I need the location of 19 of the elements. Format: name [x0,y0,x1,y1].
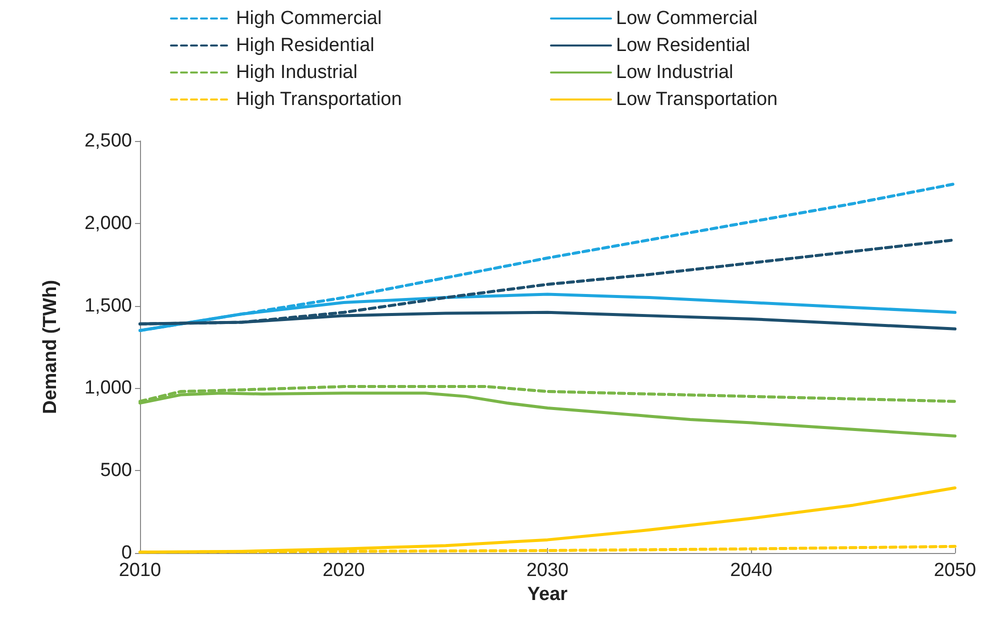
legend-label: Low Transportation [616,89,778,110]
y-tick-label: 2,500 [84,130,132,152]
legend-label: High Transportation [236,89,402,110]
legend-label: Low Industrial [616,62,734,83]
y-tick-label: 1,000 [84,378,132,399]
y-tick-label: 500 [100,460,132,482]
legend-label: High Industrial [236,62,358,83]
x-axis-title: Year [527,584,568,605]
x-tick-label: 2020 [322,560,365,581]
legend-label: Low Residential [616,35,750,56]
y-axis-title: Demand (TWh) [40,280,61,414]
legend-label: Low Commercial [616,8,758,29]
x-tick-label: 2030 [526,560,569,581]
y-tick-label: 2,000 [84,212,132,234]
x-tick-label: 2040 [730,560,772,581]
legend-label: High Residential [236,35,374,56]
y-tick-label: 1,500 [84,295,132,316]
legend-label: High Commercial [236,8,382,29]
x-tick-label: 2050 [934,560,976,581]
